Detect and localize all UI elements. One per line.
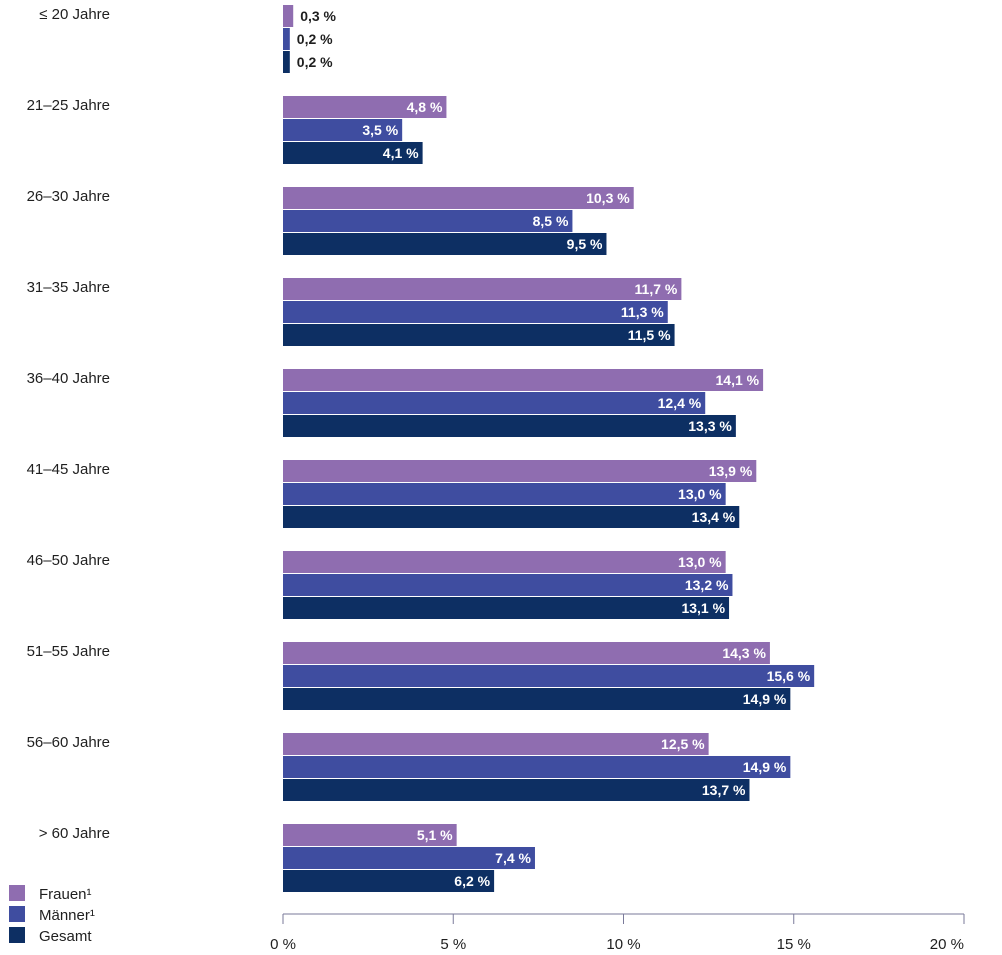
bar xyxy=(283,779,750,801)
bar xyxy=(283,28,290,50)
data-label: 13,1 % xyxy=(681,600,725,616)
bar xyxy=(283,574,733,596)
category-label: ≤ 20 Jahre xyxy=(39,6,110,23)
data-label: 8,5 % xyxy=(533,213,569,229)
bar xyxy=(283,506,740,528)
bar xyxy=(283,847,535,869)
legend-swatch xyxy=(9,906,25,922)
bar xyxy=(283,756,791,778)
data-label: 10,3 % xyxy=(586,190,630,206)
data-label: 12,4 % xyxy=(658,395,702,411)
category-label: 36–40 Jahre xyxy=(27,370,110,387)
data-label: 13,2 % xyxy=(685,577,729,593)
category-label: 51–55 Jahre xyxy=(27,643,110,660)
bar xyxy=(283,51,290,73)
category-label: 21–25 Jahre xyxy=(27,97,110,114)
bar xyxy=(283,187,634,209)
data-label: 4,8 % xyxy=(407,99,443,115)
data-label: 14,3 % xyxy=(722,645,766,661)
data-label: 6,2 % xyxy=(454,873,490,889)
data-label: 13,0 % xyxy=(678,486,722,502)
data-label: 14,9 % xyxy=(743,759,787,775)
legend-label: Männer¹ xyxy=(39,907,95,924)
bar xyxy=(283,210,573,232)
category-label: 46–50 Jahre xyxy=(27,552,110,569)
bar xyxy=(283,688,791,710)
bar xyxy=(283,665,815,687)
bar xyxy=(283,119,403,141)
data-label: 13,4 % xyxy=(692,509,736,525)
category-label: 31–35 Jahre xyxy=(27,279,110,296)
category-label: 41–45 Jahre xyxy=(27,461,110,478)
data-label: 3,5 % xyxy=(362,122,398,138)
bar xyxy=(283,415,736,437)
legend-swatch xyxy=(9,927,25,943)
bar xyxy=(283,5,294,27)
legend-swatch xyxy=(9,885,25,901)
bar xyxy=(283,233,607,255)
bar xyxy=(283,324,675,346)
x-tick-label: 20 % xyxy=(930,936,964,953)
data-label: 13,0 % xyxy=(678,554,722,570)
data-label: 9,5 % xyxy=(567,236,603,252)
bar xyxy=(283,392,706,414)
data-label: 13,9 % xyxy=(709,463,753,479)
bar xyxy=(283,483,726,505)
bar xyxy=(283,597,730,619)
data-label: 13,3 % xyxy=(688,418,732,434)
x-tick-label: 10 % xyxy=(606,936,640,953)
data-label: 11,5 % xyxy=(628,327,671,343)
data-label: 0,3 % xyxy=(300,8,336,24)
x-tick-label: 0 % xyxy=(270,936,296,953)
data-label: 13,7 % xyxy=(702,782,746,798)
bar xyxy=(283,460,757,482)
data-label: 11,7 % xyxy=(635,281,678,297)
x-tick-label: 15 % xyxy=(777,936,811,953)
bar xyxy=(283,369,764,391)
data-label: 14,1 % xyxy=(716,372,760,388)
bar xyxy=(283,870,495,892)
category-label: 56–60 Jahre xyxy=(27,734,110,751)
bar xyxy=(283,824,457,846)
data-label: 0,2 % xyxy=(297,31,333,47)
data-label: 12,5 % xyxy=(661,736,705,752)
bar xyxy=(283,96,447,118)
legend-label: Frauen¹ xyxy=(39,886,92,903)
bar xyxy=(283,278,682,300)
data-label: 15,6 % xyxy=(767,668,811,684)
data-label: 14,9 % xyxy=(743,691,787,707)
x-tick-label: 5 % xyxy=(440,936,466,953)
data-label: 0,2 % xyxy=(297,54,333,70)
category-label: 26–30 Jahre xyxy=(27,188,110,205)
bar xyxy=(283,642,770,664)
data-label: 7,4 % xyxy=(495,850,531,866)
data-label: 4,1 % xyxy=(383,145,419,161)
legend-label: Gesamt xyxy=(39,928,92,945)
bar xyxy=(283,142,423,164)
data-label: 11,3 % xyxy=(621,304,664,320)
bar xyxy=(283,551,726,573)
category-label: > 60 Jahre xyxy=(39,825,110,842)
bar xyxy=(283,301,668,323)
data-label: 5,1 % xyxy=(417,827,453,843)
bar xyxy=(283,733,709,755)
